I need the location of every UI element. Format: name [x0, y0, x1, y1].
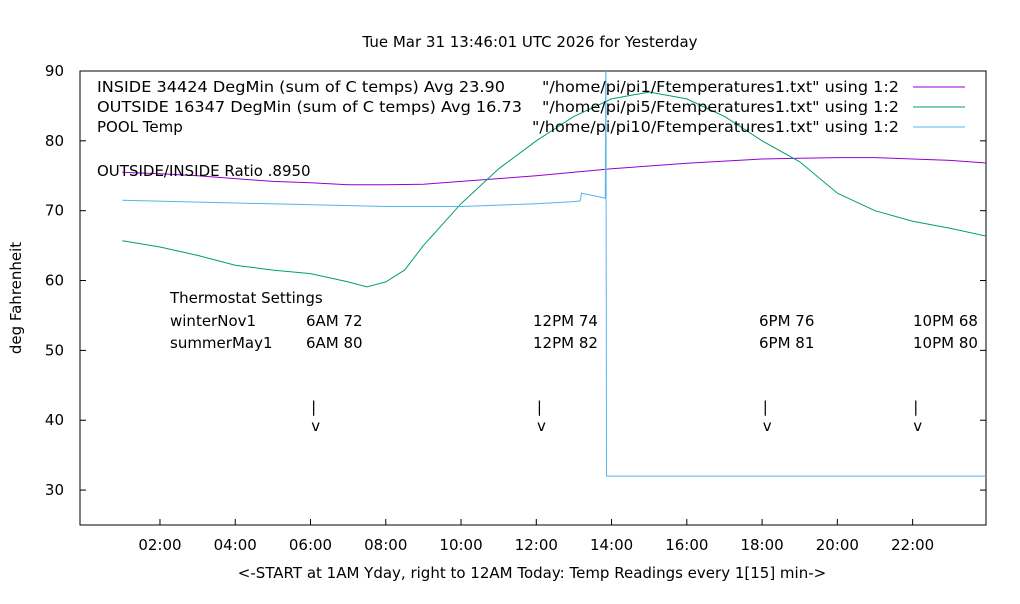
x-tick-label: 08:00 [364, 536, 407, 554]
x-tick-label: 16:00 [665, 536, 708, 554]
arrow-stem: | [763, 398, 768, 416]
legend-label: INSIDE 34424 DegMin (sum of C temps) Avg… [97, 78, 505, 96]
arrow-head: v [537, 417, 546, 435]
y-tick-label: 70 [45, 202, 64, 220]
x-tick-label: 14:00 [590, 536, 633, 554]
arrow-head: v [763, 417, 772, 435]
legend-entry: "/home/pi/pi10/Ftemperatures1.txt" using… [532, 118, 899, 136]
thermostat-setting: 10PM 80 [913, 334, 978, 352]
x-tick-label: 10:00 [439, 536, 482, 554]
thermostat-row-name: winterNov1 [170, 312, 256, 330]
chart-title: Tue Mar 31 13:46:01 UTC 2026 for Yesterd… [361, 33, 697, 51]
x-tick-label: 12:00 [515, 536, 558, 554]
series-line-0 [122, 157, 986, 186]
thermostat-setting: 6AM 80 [306, 334, 363, 352]
arrow-stem: | [311, 398, 316, 416]
series-line-1 [122, 91, 986, 288]
arrow-stem: | [537, 398, 542, 416]
legend-entry: "/home/pi/pi1/Ftemperatures1.txt" using … [542, 78, 899, 96]
y-axis-label: deg Fahrenheit [7, 242, 25, 354]
thermostat-title: Thermostat Settings [169, 289, 323, 307]
legend-entry: "/home/pi/pi5/Ftemperatures1.txt" using … [542, 98, 899, 116]
y-tick-label: 60 [45, 272, 64, 290]
arrow-head: v [311, 417, 320, 435]
y-tick-label: 30 [45, 481, 64, 499]
thermostat-setting: 10PM 68 [913, 312, 978, 330]
arrow-stem: | [913, 398, 918, 416]
thermostat-row-name: summerMay1 [170, 334, 273, 352]
x-tick-label: 20:00 [816, 536, 859, 554]
x-tick-label: 02:00 [138, 536, 181, 554]
series-line-2 [122, 71, 986, 477]
arrow-head: v [913, 417, 922, 435]
thermostat-setting: 6PM 76 [759, 312, 814, 330]
plot-border [79, 70, 987, 526]
thermostat-setting: 6AM 72 [306, 312, 363, 330]
y-tick-label: 80 [45, 132, 64, 150]
x-tick-label: 04:00 [214, 536, 257, 554]
x-tick-label: 22:00 [891, 536, 934, 554]
legend-label: POOL Temp [97, 118, 183, 136]
x-tick-label: 06:00 [289, 536, 332, 554]
y-tick-label: 40 [45, 411, 64, 429]
y-tick-label: 50 [45, 341, 64, 359]
thermostat-setting: 6PM 81 [759, 334, 814, 352]
thermostat-setting: 12PM 82 [533, 334, 598, 352]
x-axis-label: <-START at 1AM Yday, right to 12AM Today… [238, 564, 826, 582]
y-tick-label: 90 [45, 62, 64, 80]
x-tick-label: 18:00 [740, 536, 783, 554]
legend-label: OUTSIDE 16347 DegMin (sum of C temps) Av… [97, 98, 522, 116]
ratio-label: OUTSIDE/INSIDE Ratio .8950 [97, 162, 311, 180]
thermostat-setting: 12PM 74 [533, 312, 598, 330]
